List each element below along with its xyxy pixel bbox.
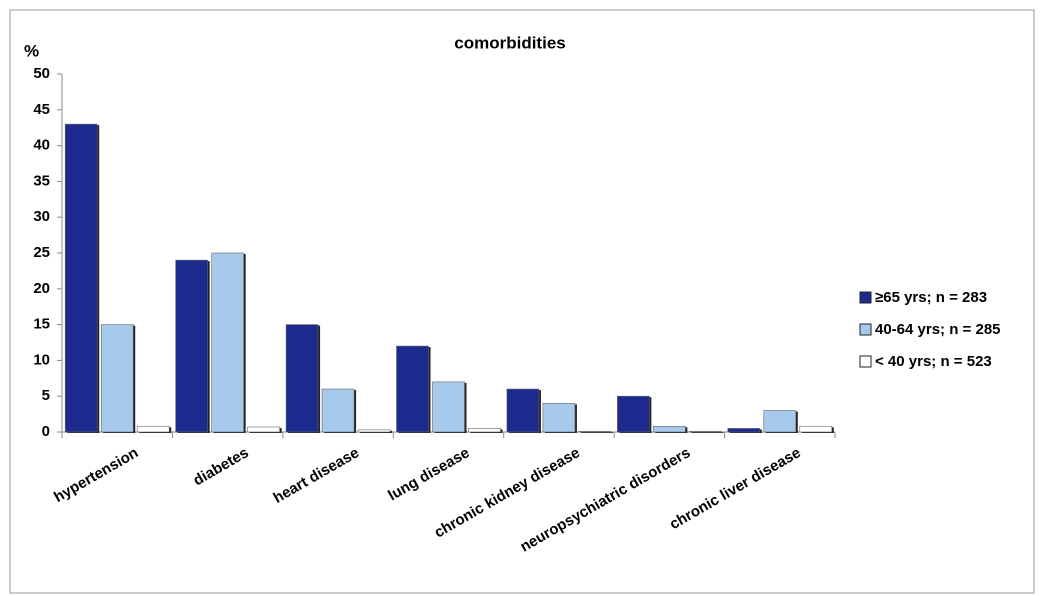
x-tick-label: heart disease bbox=[271, 444, 363, 507]
y-tick-label: 35 bbox=[33, 172, 50, 189]
x-tick-label: lung disease bbox=[385, 444, 472, 504]
bar bbox=[468, 428, 501, 433]
bar bbox=[321, 388, 355, 433]
bar bbox=[285, 324, 319, 433]
y-tick-label: 30 bbox=[33, 208, 50, 225]
bar bbox=[799, 425, 833, 433]
y-tick-label: 5 bbox=[42, 387, 50, 404]
bar-shadow bbox=[691, 432, 724, 433]
y-tick-label: 20 bbox=[33, 280, 50, 297]
x-tick-label: hypertension bbox=[51, 444, 141, 506]
bar bbox=[432, 381, 465, 433]
y-tick-label: 50 bbox=[33, 65, 50, 82]
legend-label: < 40 yrs; n = 523 bbox=[875, 353, 992, 370]
bar bbox=[357, 429, 391, 433]
bar bbox=[689, 430, 722, 433]
legend-swatch bbox=[859, 355, 872, 368]
bar bbox=[542, 403, 576, 433]
y-tick-label: 25 bbox=[33, 244, 50, 261]
y-tick-label: 10 bbox=[33, 351, 50, 368]
x-tick-label: diabetes bbox=[190, 444, 251, 489]
bar bbox=[136, 425, 170, 433]
y-tick-label: 45 bbox=[33, 101, 50, 118]
bar-shadow bbox=[580, 432, 613, 433]
bar bbox=[653, 425, 686, 433]
bar bbox=[247, 426, 280, 433]
legend-label: ≥65 yrs; n = 283 bbox=[875, 289, 987, 306]
bar bbox=[578, 430, 612, 433]
y-axis-label: % bbox=[24, 41, 39, 60]
bar bbox=[100, 324, 134, 433]
bar bbox=[396, 345, 429, 433]
legend-swatch bbox=[859, 291, 872, 304]
legend-swatch bbox=[859, 323, 872, 336]
chart-title: comorbidities bbox=[454, 33, 565, 52]
y-tick-label: 15 bbox=[33, 316, 50, 333]
frame bbox=[9, 9, 1035, 594]
bar bbox=[763, 410, 797, 433]
legend-label: 40-64 yrs; n = 285 bbox=[875, 321, 1001, 338]
y-tick-label: 0 bbox=[42, 423, 50, 440]
bar bbox=[211, 252, 244, 433]
bar bbox=[727, 428, 761, 433]
y-tick-label: 40 bbox=[33, 137, 50, 154]
bar bbox=[175, 259, 208, 433]
bar bbox=[64, 123, 98, 433]
bar bbox=[506, 388, 540, 433]
bar bbox=[617, 395, 650, 433]
